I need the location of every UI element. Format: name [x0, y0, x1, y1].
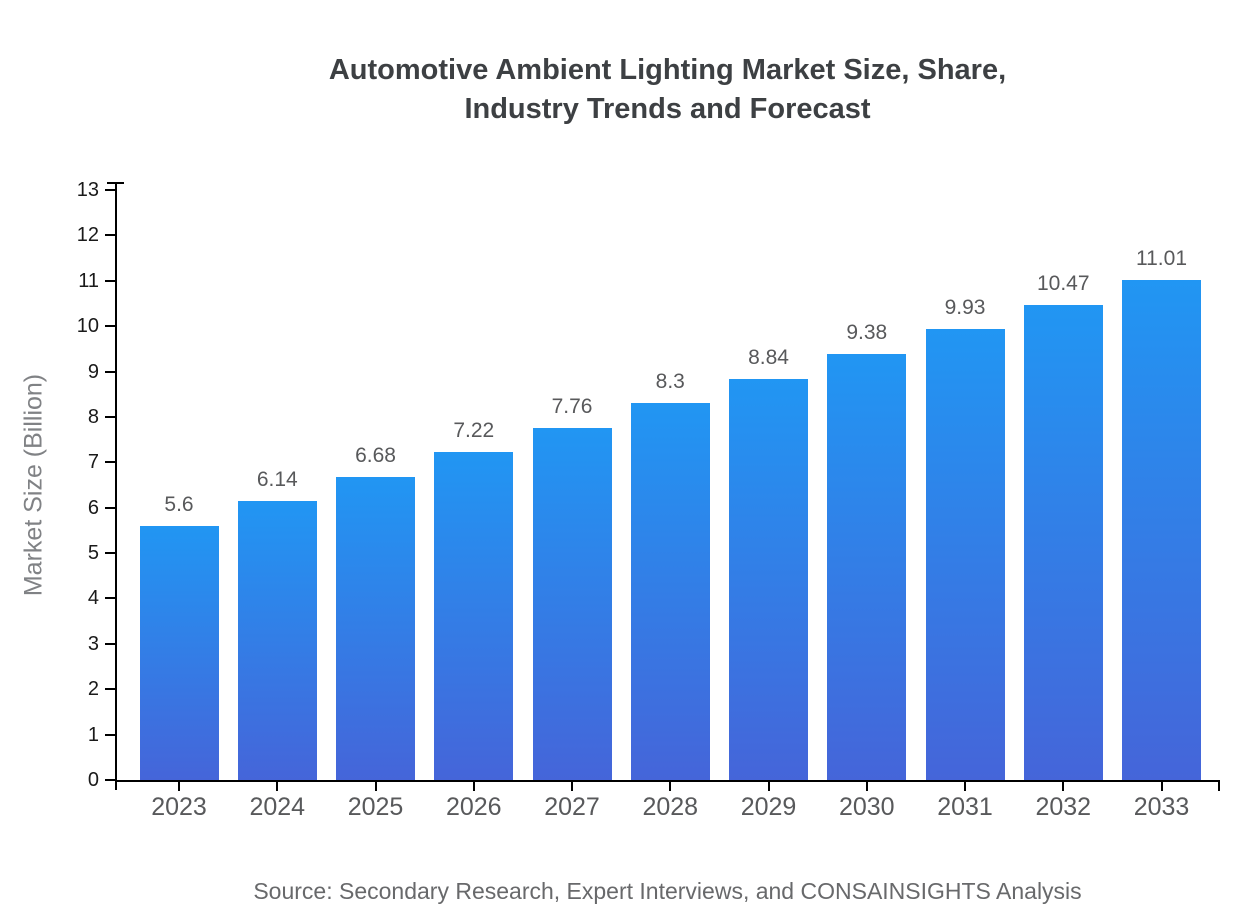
- y-tick: [105, 415, 115, 418]
- y-tick-label: 3: [87, 632, 99, 655]
- y-tick-label: 7: [87, 451, 99, 474]
- bar: [729, 378, 808, 780]
- x-tick: [571, 780, 573, 791]
- bar: [434, 452, 514, 780]
- y-tick-label: 4: [87, 587, 99, 610]
- x-tick-label: 2030: [838, 793, 895, 821]
- y-tick: [105, 642, 115, 645]
- bar-value-label: 11.01: [1136, 247, 1187, 271]
- y-tick: [105, 733, 115, 736]
- bar: [925, 329, 1005, 780]
- bar-value-label: 7.22: [453, 419, 495, 443]
- bar-value-label: 7.76: [551, 394, 593, 418]
- y-tick-label: 5: [87, 542, 99, 565]
- y-tick-label: 9: [87, 360, 99, 383]
- y-tick: [105, 234, 115, 237]
- bar-value-label: 9.38: [846, 321, 888, 345]
- y-tick: [105, 597, 115, 600]
- y-tick: [105, 325, 115, 328]
- bar-value-label: 8.84: [748, 345, 789, 369]
- y-axis-end-cap: [107, 182, 124, 184]
- chart-title-line1: Automotive Ambient Lighting Market Size,…: [328, 54, 1007, 86]
- y-tick-label: 10: [76, 315, 99, 338]
- y-tick-label: 13: [76, 179, 99, 202]
- bar: [532, 427, 612, 780]
- x-axis-end-tick: [1218, 780, 1220, 791]
- y-tick: [105, 506, 115, 509]
- y-axis-line: [115, 182, 117, 790]
- x-tick: [178, 780, 180, 791]
- bar-value-label: 6.14: [256, 468, 298, 492]
- y-tick: [105, 461, 115, 464]
- bar: [139, 525, 219, 780]
- x-tick-label: 2026: [445, 793, 502, 821]
- x-tick: [472, 780, 475, 791]
- bar: [237, 501, 317, 780]
- chart-title: Automotive Ambient Lighting Market Size,…: [115, 51, 1220, 129]
- x-tick-label: 2031: [937, 793, 993, 821]
- x-tick: [276, 780, 279, 791]
- x-tick: [767, 780, 770, 791]
- y-tick: [105, 370, 115, 373]
- y-tick: [105, 552, 115, 555]
- x-tick-label: 2024: [249, 793, 306, 821]
- bar-value-label: 8.3: [655, 370, 685, 394]
- bar: [1122, 280, 1201, 780]
- bar-value-label: 10.47: [1036, 271, 1090, 295]
- bar: [827, 354, 907, 780]
- bar-value-label: 6.68: [355, 443, 396, 467]
- x-tick-label: 2028: [642, 793, 699, 821]
- y-tick: [105, 279, 115, 282]
- y-tick-label: 11: [78, 269, 99, 292]
- y-tick-label: 12: [76, 224, 99, 247]
- y-tick-label: 6: [87, 496, 99, 519]
- x-tick: [1160, 780, 1163, 791]
- y-tick-label: 2: [87, 678, 99, 701]
- chart-title-line2: Industry Trends and Forecast: [464, 93, 871, 125]
- x-tick-label: 2023: [151, 793, 207, 821]
- y-tick-label: 1: [87, 723, 99, 746]
- x-tick: [964, 780, 966, 791]
- x-tick-label: 2029: [740, 793, 797, 821]
- bar-value-label: 5.6: [164, 492, 194, 516]
- x-tick-label: 2027: [544, 793, 600, 821]
- y-tick-label: 8: [87, 405, 99, 428]
- x-tick: [865, 780, 868, 791]
- x-tick: [374, 780, 377, 791]
- y-tick: [105, 189, 115, 192]
- bar: [336, 476, 415, 780]
- x-tick-label: 2033: [1133, 793, 1190, 821]
- source-note: Source: Secondary Research, Expert Inter…: [253, 878, 1082, 904]
- y-tick: [105, 688, 115, 691]
- x-tick-label: 2032: [1035, 793, 1092, 821]
- x-tick-label: 2025: [347, 793, 404, 821]
- y-tick: [105, 779, 115, 781]
- x-tick: [1062, 780, 1065, 791]
- bar: [1023, 304, 1103, 780]
- bar: [630, 403, 710, 780]
- x-tick: [669, 780, 672, 791]
- y-tick-label: 0: [87, 769, 99, 791]
- bar-value-label: 9.93: [944, 296, 986, 320]
- x-axis-line: [115, 780, 1220, 782]
